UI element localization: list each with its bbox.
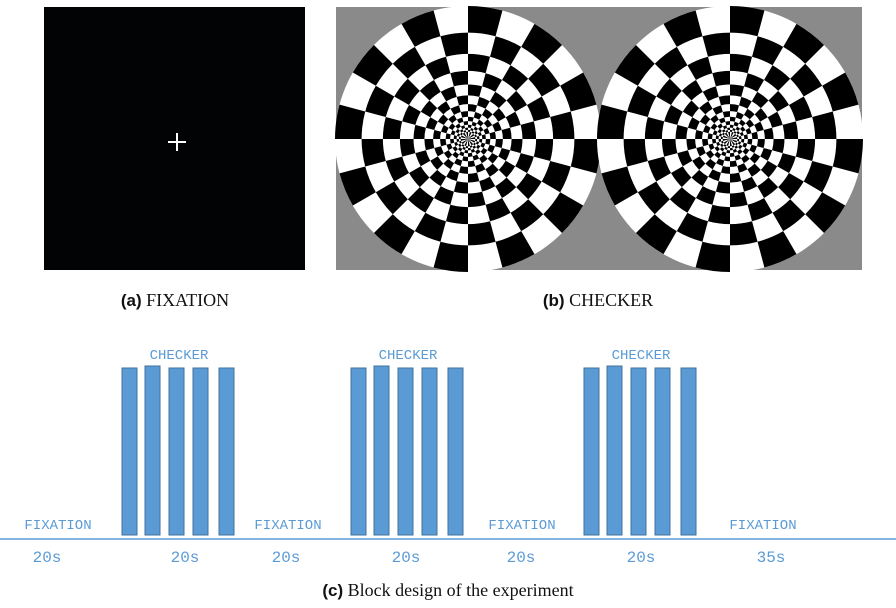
stimulus-bar — [448, 368, 463, 535]
timeline: CHECKER CHECKER CHECKER FIXATION FIXATION FIX… — [0, 348, 896, 567]
checker-label: CHECKER — [379, 348, 438, 364]
caption-b: (b) CHECKER — [543, 290, 653, 310]
checker-label: CHECKER — [612, 348, 671, 364]
checkerboard — [597, 6, 863, 272]
fixation-label: FIXATION — [729, 518, 796, 534]
caption-a: (a) FIXATION — [121, 290, 229, 310]
figure: (a) FIXATION (b) CHECKER CHECKERCHECKERC… — [0, 0, 896, 608]
checker-label: CHECKER — [150, 348, 209, 364]
caption-text: CHECKER — [569, 290, 653, 310]
stimulus-bar — [122, 368, 137, 535]
caption-text: FIXATION — [146, 290, 229, 310]
caption-tag: (c) — [322, 581, 343, 600]
stimulus-bar — [219, 368, 234, 535]
stimulus-bar — [422, 368, 437, 535]
fixation-label: FIXATION — [488, 518, 555, 534]
fixation-label: FIXATION — [24, 518, 91, 534]
stimulus-bar — [398, 368, 413, 535]
stimulus-bar — [169, 368, 184, 535]
stimulus-bar — [351, 368, 366, 535]
fixation-label: FIXATION — [254, 518, 321, 534]
duration-label: 35s — [757, 549, 786, 567]
caption-tag: (b) — [543, 291, 565, 310]
stimulus-bar — [584, 368, 599, 535]
stimulus-bar — [681, 368, 696, 535]
stimulus-bar — [145, 366, 160, 535]
duration-label: 20s — [171, 549, 200, 567]
duration-label: 20s — [392, 549, 421, 567]
stimulus-bar — [607, 366, 622, 535]
checkerboard — [335, 6, 601, 272]
stimulus-bar — [631, 368, 646, 535]
stimulus-bar — [374, 366, 389, 535]
stimulus-bar — [193, 368, 208, 535]
duration-label: 20s — [627, 549, 656, 567]
duration-label: 20s — [33, 549, 62, 567]
caption-c: (c) Block design of the experiment — [322, 580, 573, 600]
stimulus-bar — [655, 368, 670, 535]
duration-label: 20s — [507, 549, 536, 567]
caption-tag: (a) — [121, 291, 142, 310]
fixation-panel — [44, 7, 305, 270]
duration-label: 20s — [272, 549, 301, 567]
caption-text: Block design of the experiment — [348, 580, 574, 600]
